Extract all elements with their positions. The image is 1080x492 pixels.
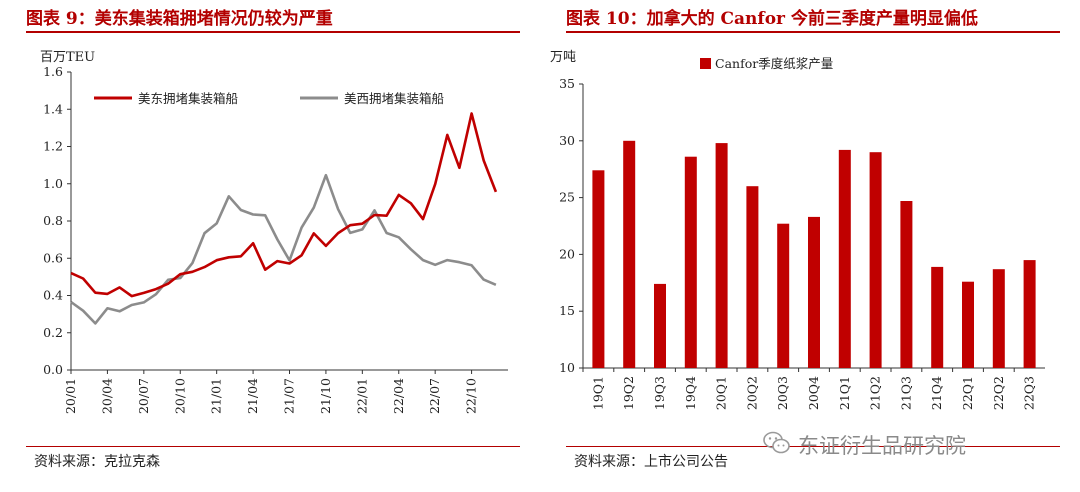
y-tick-label: 0.6 (43, 250, 63, 265)
bar (746, 186, 759, 368)
y-axis-unit: 万吨 (550, 50, 577, 65)
x-tick-label: 20Q3 (775, 376, 790, 410)
x-tick-label: 21/01 (209, 378, 224, 414)
bar (715, 143, 728, 368)
x-tick-label: 22/10 (464, 378, 479, 414)
y-tick-label: 10 (559, 360, 575, 375)
source-note: 资料来源：克拉克森 (34, 454, 160, 470)
bar (1023, 260, 1036, 368)
title-divider (566, 31, 1060, 33)
legend-swatch (700, 58, 711, 69)
y-tick-label: 30 (559, 133, 575, 148)
x-tick-label: 21Q2 (868, 376, 883, 410)
y-tick-label: 0.4 (43, 288, 63, 303)
y-tick-label: 1.2 (43, 139, 63, 154)
bar (962, 281, 974, 368)
x-tick-label: 19Q1 (590, 376, 605, 410)
x-tick-label: 20Q4 (806, 376, 821, 410)
x-tick-label: 22Q2 (991, 376, 1006, 410)
y-tick-label: 1.4 (43, 101, 63, 116)
series-line (70, 173, 497, 325)
y-tick-label: 15 (559, 303, 575, 318)
x-tick-label: 19Q2 (621, 376, 636, 410)
y-tick-label: 1.6 (43, 64, 63, 79)
y-tick-label: 20 (559, 246, 575, 261)
legend-label: 美西拥堵集装箱船 (344, 91, 444, 106)
x-tick-label: 19Q3 (652, 376, 667, 410)
x-tick-label: 21Q4 (929, 376, 944, 410)
footer-divider (566, 446, 1060, 447)
x-tick-label: 22/01 (354, 378, 369, 414)
bar (777, 223, 790, 368)
footer-divider (26, 446, 520, 447)
y-axis-unit: 百万TEU (40, 50, 96, 65)
x-tick-label: 21/04 (245, 378, 260, 414)
legend-label: 美东拥堵集装箱船 (138, 91, 238, 106)
left-chart-panel: 图表 9：美东集装箱拥堵情况仍较为严重 百万TEU 0.0 0.2 0.4 0.6 0.… (26, 9, 520, 470)
watermark: 东证衍生品研究院 (798, 434, 966, 458)
y-tick-label: 25 (559, 190, 575, 205)
source-note: 资料来源：上市公司公告 (574, 454, 728, 470)
bar (869, 152, 882, 368)
x-tick-label: 21Q1 (837, 376, 852, 410)
y-tick-label: 35 (559, 76, 575, 91)
bar (654, 283, 666, 368)
x-tick-label: 20Q2 (744, 376, 759, 410)
x-tick-label: 20/10 (172, 378, 187, 414)
x-tick-label: 20/07 (136, 378, 151, 414)
x-tick-label: 20/01 (63, 378, 78, 414)
x-tick-label: 21/10 (318, 378, 333, 414)
x-tick-label: 21/07 (282, 378, 297, 414)
bar-chart: 10 15 20 25 30 35 19Q1 19Q2 19Q3 19Q4 20Q1 20Q2 20Q3… (559, 56, 1045, 410)
x-tick-label: 19Q4 (683, 376, 698, 410)
title-divider (26, 31, 520, 33)
right-chart-panel: 图表 10：加拿大的 Canfor 今前三季度产量明显偏低 万吨 10 15 20 2… (540, 0, 1080, 492)
line-chart: 0.0 0.2 0.4 0.6 0.8 1.0 1.2 1.4 1.6 20/01 20/04 20/… (43, 64, 508, 414)
y-tick-label: 0.8 (43, 213, 63, 228)
bar (931, 266, 944, 368)
x-tick-label: 22/04 (391, 378, 406, 414)
chart-title: 图表 9：美东集装箱拥堵情况仍较为严重 (26, 9, 333, 29)
wechat-icon (763, 431, 790, 454)
legend-label: Canfor季度纸浆产量 (715, 56, 833, 71)
bar (592, 170, 605, 368)
x-tick-label: 22/07 (427, 378, 442, 414)
bar (838, 149, 851, 368)
x-tick-label: 22Q1 (960, 376, 975, 410)
x-tick-label: 20Q1 (714, 376, 729, 410)
y-tick-label: 0.0 (43, 362, 63, 377)
bar (900, 201, 913, 368)
bar (684, 156, 697, 368)
series-line (70, 112, 498, 298)
x-tick-label: 20/04 (99, 378, 114, 414)
bar (992, 269, 1005, 368)
chart-title: 图表 10：加拿大的 Canfor 今前三季度产量明显偏低 (566, 9, 978, 29)
bar (623, 140, 636, 368)
x-tick-label: 22Q3 (1022, 376, 1037, 410)
x-tick-label: 21Q3 (898, 376, 913, 410)
y-tick-label: 1.0 (43, 176, 63, 191)
y-tick-label: 0.2 (43, 325, 63, 340)
bar (808, 216, 820, 368)
